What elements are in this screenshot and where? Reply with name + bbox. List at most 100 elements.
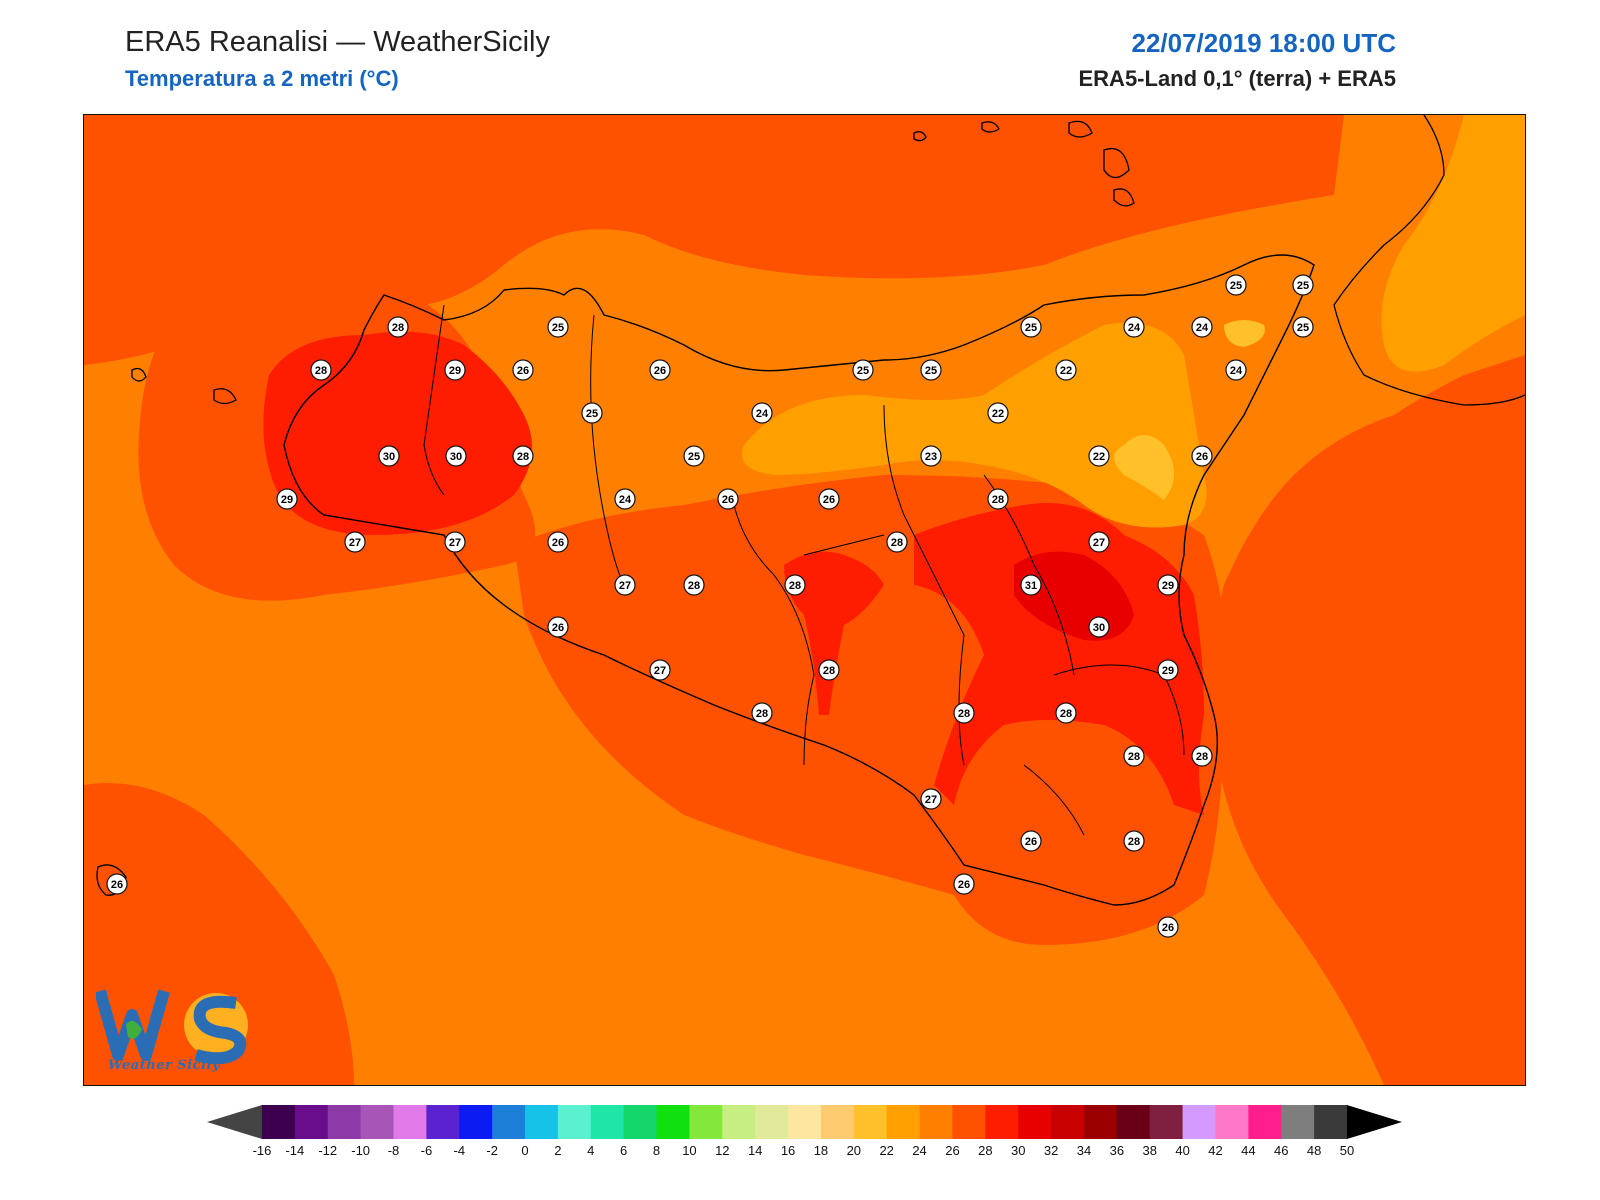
- station-value: 24: [1128, 322, 1141, 334]
- station-value: 27: [925, 794, 937, 806]
- station-value: 25: [1025, 322, 1037, 334]
- station-value: 25: [925, 365, 937, 377]
- colorbar-max-arrow: [1347, 1105, 1402, 1139]
- station-circle: [614, 488, 636, 510]
- station-circle: [106, 873, 128, 895]
- station-circle: [784, 574, 806, 596]
- station-marker: 28: [818, 659, 840, 681]
- map-source: ERA5-Land 0,1° (terra) + ERA5: [1078, 66, 1397, 91]
- colorbar-tick-label: -4: [453, 1143, 465, 1158]
- station-marker: 28: [1055, 702, 1077, 724]
- colorbar-cell: [1182, 1105, 1216, 1139]
- station-value: 30: [1093, 622, 1105, 634]
- station-value: 28: [1196, 751, 1208, 763]
- station-value: 29: [1162, 580, 1174, 592]
- colorbar-cell: [788, 1105, 822, 1139]
- colorbar-tick-label: 34: [1077, 1143, 1091, 1158]
- colorbar-min-arrow: [207, 1105, 262, 1139]
- logo-text: Weather Sicily: [108, 1058, 221, 1073]
- colorbar-tick-label: 42: [1208, 1143, 1222, 1158]
- station-circle: [1292, 274, 1314, 296]
- field-20-pocket: [1114, 435, 1174, 500]
- island-aeolian-3: [1103, 147, 1130, 179]
- station-circle: [683, 445, 705, 467]
- colorbar-tick-label: -2: [486, 1143, 498, 1158]
- station-value: 27: [1093, 537, 1105, 549]
- colorbar-cell: [459, 1105, 493, 1139]
- station-value: 22: [992, 408, 1004, 420]
- field-26-sw: [84, 783, 354, 1085]
- station-value: 28: [1060, 708, 1072, 720]
- map-subtitle: Temperatura a 2 metri (°C): [125, 66, 399, 91]
- station-marker: 26: [106, 873, 128, 895]
- colorbar-cell: [1018, 1105, 1052, 1139]
- station-marker: 28: [987, 488, 1009, 510]
- station-value: 26: [654, 365, 666, 377]
- station-circle: [1123, 830, 1145, 852]
- station-value: 28: [823, 665, 835, 677]
- station-marker: 24: [1191, 316, 1213, 338]
- station-marker: 29: [1157, 659, 1179, 681]
- colorbar-tick-label: 20: [847, 1143, 861, 1158]
- station-value: 28: [891, 537, 903, 549]
- station-marker: 22: [1055, 359, 1077, 381]
- station-circle: [1020, 830, 1042, 852]
- station-circle: [920, 359, 942, 381]
- station-value: 27: [654, 665, 666, 677]
- station-value: 26: [1196, 451, 1208, 463]
- station-marker: 26: [547, 531, 569, 553]
- colorbar-tick-label: -12: [318, 1143, 337, 1158]
- station-marker: 28: [387, 316, 409, 338]
- station-marker: 27: [444, 531, 466, 553]
- station-value: 24: [1230, 365, 1243, 377]
- station-marker: 29: [444, 359, 466, 381]
- station-marker: 24: [1225, 359, 1247, 381]
- island-aeolian-2: [1068, 120, 1093, 138]
- field-22-band: [742, 323, 1207, 528]
- station-circle: [1225, 274, 1247, 296]
- colorbar-tick-label: 8: [653, 1143, 660, 1158]
- station-marker: 26: [649, 359, 671, 381]
- colorbar-cell: [360, 1105, 395, 1139]
- station-marker: 29: [276, 488, 298, 510]
- colorbar-cell: [1051, 1105, 1085, 1139]
- station-marker: 27: [344, 531, 366, 553]
- station-marker: 26: [953, 873, 975, 895]
- colorbar-tick-label: 40: [1175, 1143, 1189, 1158]
- station-circle: [649, 659, 671, 681]
- station-circle: [818, 488, 840, 510]
- station-value: 26: [552, 537, 564, 549]
- station-circle: [683, 574, 705, 596]
- colorbar-cell: [1248, 1105, 1282, 1139]
- station-circle: [1088, 445, 1110, 467]
- colorbar-cell: [525, 1105, 559, 1139]
- colorbar-tick-label: 4: [587, 1143, 594, 1158]
- colorbar-tick-label: -16: [253, 1143, 272, 1158]
- station-value: 27: [349, 537, 361, 549]
- station-value: 31: [1025, 580, 1037, 592]
- station-marker: 24: [751, 402, 773, 424]
- station-marker: 30: [378, 445, 400, 467]
- colorbar-cell: [426, 1105, 460, 1139]
- station-value: 23: [925, 451, 937, 463]
- station-circle: [751, 702, 773, 724]
- station-circle: [547, 316, 569, 338]
- map-frame[interactable]: 28 25 28 29 26 26 25 25 25 24 24 25 25 25 25 24 22 24 22 30…: [83, 114, 1526, 1086]
- station-marker: 25: [1292, 316, 1314, 338]
- colorbar-tick-label: -6: [421, 1143, 433, 1158]
- station-value: 30: [383, 451, 395, 463]
- station-marker: 30: [445, 445, 467, 467]
- colorbar-cell: [294, 1105, 329, 1139]
- station-circle: [1191, 745, 1213, 767]
- station-value: 26: [958, 879, 970, 891]
- station-circle: [751, 402, 773, 424]
- station-marker: 28: [310, 359, 332, 381]
- island-aeolian-1: [981, 121, 1000, 133]
- colorbar-cell: [820, 1105, 855, 1139]
- station-value: 28: [688, 580, 700, 592]
- field-20-small: [1224, 320, 1265, 347]
- station-circle: [953, 873, 975, 895]
- colorbar-tick-label: 48: [1307, 1143, 1321, 1158]
- station-marker: 26: [1020, 830, 1042, 852]
- station-value: 28: [789, 580, 801, 592]
